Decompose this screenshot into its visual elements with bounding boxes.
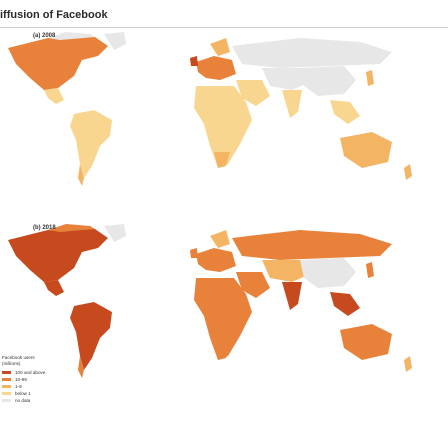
region-uk (190, 56, 198, 66)
region-canada-north (48, 32, 95, 40)
legend-label: no data (15, 398, 31, 403)
legend-item: 10-99 (2, 376, 62, 383)
region-japan (366, 70, 374, 86)
map-legend: Facebook users (millions) 100 and above … (2, 355, 62, 404)
region-scandinavia (210, 230, 230, 248)
figure-title: iffusion of Facebook (0, 9, 108, 21)
panel-label-2008: (a) 2008 (33, 33, 56, 39)
legend-swatch (2, 399, 11, 402)
legend-swatch (2, 385, 11, 388)
region-new-zealand (404, 356, 412, 372)
legend-subtitle: (millions) (2, 360, 21, 366)
region-central-asia (262, 260, 310, 282)
region-middle-east (236, 272, 270, 298)
region-new-zealand (404, 164, 412, 180)
region-japan (366, 262, 374, 278)
region-north-america (8, 37, 108, 90)
legend-swatch (2, 392, 11, 395)
legend-swatch (2, 371, 11, 374)
legend-label: 100 and above (15, 370, 46, 375)
legend-item: 1-9 (2, 383, 62, 390)
region-south-america (70, 110, 112, 178)
region-china (300, 258, 356, 288)
region-north-america (8, 229, 108, 282)
region-india (282, 90, 302, 118)
region-greenland (104, 224, 126, 242)
region-south-africa (214, 344, 230, 360)
region-russia (232, 230, 392, 260)
panel-label-2018: (b) 2018 (33, 225, 56, 231)
map-2018: (b) 2018 (0, 220, 448, 410)
region-mexico (44, 280, 64, 296)
region-mexico (44, 88, 64, 104)
region-scandinavia (210, 38, 230, 56)
legend-item: no data (2, 397, 62, 404)
legend-item: 100 and above (2, 369, 62, 376)
region-middle-east (236, 80, 270, 106)
region-europe (196, 56, 236, 80)
legend-label: below 1 (15, 391, 31, 396)
region-russia (232, 38, 392, 68)
region-africa (194, 278, 252, 360)
legend-title: Facebook users (2, 355, 35, 360)
region-se-asia (330, 100, 360, 124)
region-greenland (104, 32, 126, 50)
map-2008: (a) 2008 (0, 28, 448, 218)
region-australia (340, 132, 392, 168)
title-divider (0, 27, 448, 28)
legend-label: 1-9 (15, 384, 22, 389)
legend-item: below 1 (2, 390, 62, 397)
map-2008-svg (8, 32, 412, 186)
map-2018-svg (8, 224, 412, 378)
region-chile (78, 356, 84, 378)
region-south-america (70, 302, 112, 370)
region-australia (340, 324, 392, 360)
region-chile (78, 164, 84, 186)
region-india (282, 282, 302, 310)
region-south-africa (214, 152, 230, 168)
region-china (300, 66, 356, 96)
region-canada-north (48, 224, 95, 232)
region-uk (190, 248, 198, 258)
legend-label: 10-99 (15, 377, 27, 382)
region-se-asia (330, 292, 360, 316)
legend-swatch (2, 378, 11, 381)
region-central-asia (262, 68, 310, 90)
region-africa (194, 86, 252, 168)
region-europe (196, 248, 236, 272)
